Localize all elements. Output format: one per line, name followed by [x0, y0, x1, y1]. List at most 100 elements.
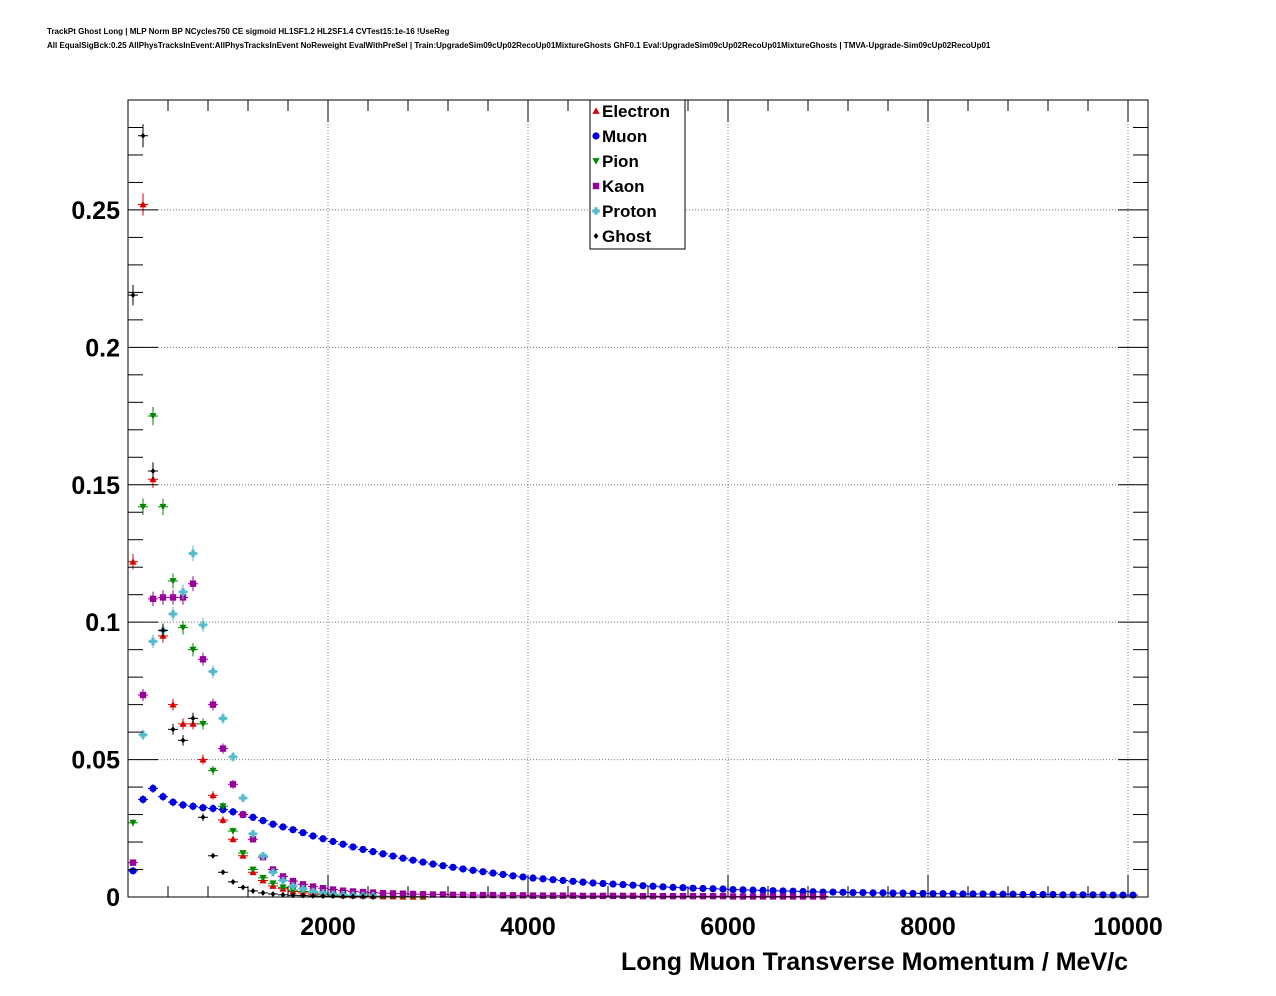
data-point — [639, 892, 647, 900]
data-point — [459, 891, 467, 899]
data-point — [350, 893, 356, 900]
data-point — [180, 737, 186, 744]
data-point — [849, 889, 857, 897]
data-point — [199, 755, 207, 763]
data-point — [459, 865, 467, 873]
data-point — [330, 893, 336, 900]
data-point — [529, 874, 537, 882]
data-point — [939, 890, 947, 898]
data-point — [259, 851, 267, 860]
y-tick-label: 0.2 — [85, 334, 120, 362]
data-point — [1019, 890, 1027, 899]
data-point — [659, 883, 667, 891]
data-point — [779, 887, 787, 895]
x-tick-label: 8000 — [900, 913, 956, 941]
data-point — [559, 892, 567, 899]
data-point — [319, 885, 327, 892]
data-point — [1129, 891, 1137, 899]
series-kaon — [128, 576, 828, 900]
data-point — [649, 892, 657, 900]
data-point — [529, 892, 537, 899]
data-point — [239, 850, 247, 857]
data-point — [619, 881, 627, 889]
data-point — [1109, 891, 1117, 899]
data-point — [929, 890, 937, 898]
data-point — [419, 858, 427, 866]
data-point — [789, 887, 797, 895]
data-point — [429, 891, 437, 898]
data-point — [559, 876, 567, 885]
data-point — [269, 880, 277, 887]
data-point — [299, 884, 307, 893]
data-point — [609, 892, 617, 900]
data-point — [489, 891, 497, 899]
data-point — [159, 594, 167, 601]
data-point — [199, 720, 207, 728]
data-point — [219, 745, 227, 752]
data-point — [729, 885, 737, 894]
data-point — [190, 715, 196, 722]
data-point — [629, 892, 637, 900]
data-point — [189, 802, 197, 810]
legend-label-pion: Pion — [602, 152, 639, 171]
data-point — [669, 883, 677, 891]
data-point — [179, 588, 187, 596]
data-point — [709, 885, 717, 893]
data-point — [319, 835, 327, 843]
data-point — [739, 893, 747, 900]
data-point — [299, 881, 307, 888]
data-point — [299, 829, 307, 837]
data-point — [879, 889, 887, 897]
legend-label-electron: Electron — [602, 102, 670, 121]
data-point — [499, 892, 507, 899]
data-point — [169, 594, 177, 601]
data-point — [169, 701, 177, 708]
data-point — [619, 892, 627, 900]
data-point — [719, 885, 727, 893]
y-tick-label: 0.15 — [71, 472, 120, 500]
data-point — [759, 893, 767, 900]
data-point — [829, 888, 837, 896]
legend: Electron Muon Pion Kaon Proton Ghost — [589, 99, 686, 250]
data-point — [389, 890, 397, 897]
data-point — [149, 784, 157, 793]
data-point — [539, 892, 547, 899]
data-point — [360, 893, 366, 900]
data-point — [269, 868, 277, 877]
data-point — [1039, 890, 1047, 899]
data-point — [329, 886, 337, 893]
data-point — [229, 808, 237, 816]
data-point — [319, 889, 327, 897]
data-point — [249, 829, 257, 838]
legend-marker-kaon — [592, 182, 600, 190]
data-point — [769, 887, 777, 895]
data-point — [289, 826, 297, 834]
data-point — [159, 503, 167, 511]
data-point — [309, 887, 317, 896]
data-point — [399, 854, 407, 862]
data-point — [189, 646, 197, 654]
data-point — [209, 804, 217, 813]
data-point — [689, 884, 697, 892]
data-point — [799, 893, 807, 900]
data-point — [339, 887, 347, 894]
data-point — [149, 413, 157, 420]
data-point — [379, 850, 387, 858]
data-point — [349, 843, 357, 851]
data-point — [139, 795, 147, 804]
data-point — [1029, 890, 1037, 899]
data-point — [429, 860, 437, 868]
data-point — [689, 892, 697, 900]
data-point — [239, 794, 247, 802]
data-point — [199, 621, 207, 629]
axes: 2000 4000 6000 8000 10000 0 0.05 0.1 0.15 0.2 0.25 — [71, 100, 1163, 941]
data-point — [269, 820, 277, 828]
data-point — [210, 852, 216, 859]
data-point — [139, 691, 147, 699]
data-point — [279, 873, 287, 880]
data-point — [159, 793, 167, 801]
data-point — [569, 892, 577, 899]
data-point — [679, 892, 687, 900]
data-point — [260, 889, 266, 896]
data-point — [369, 848, 377, 856]
